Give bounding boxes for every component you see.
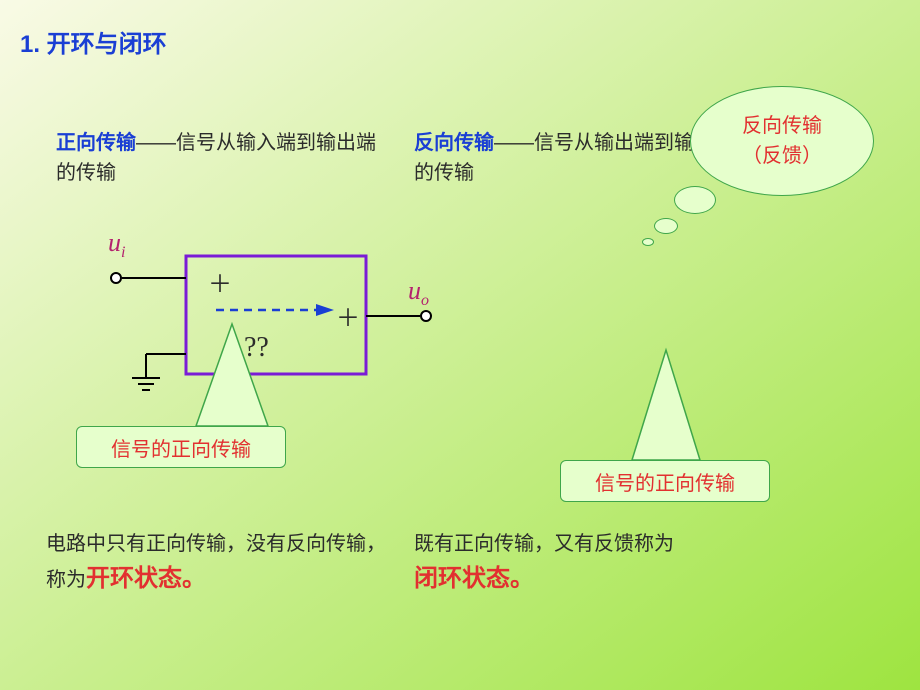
bubble-line2: （反馈）	[742, 141, 822, 171]
bubble-line1: 反向传输	[742, 111, 822, 141]
title-text: 1. 开环与闭环	[20, 31, 167, 58]
callout-tail	[628, 346, 704, 464]
forward-arrow-head	[316, 304, 334, 316]
callout-box: 信号的正向传输	[560, 460, 770, 502]
output-terminal	[421, 311, 431, 321]
callout-text: 信号的正向传输	[595, 467, 735, 496]
feedback-bubble: 反向传输 （反馈）	[690, 86, 874, 196]
closed-loop-keyword: 闭环状态。	[414, 565, 534, 592]
plus-left: ＋	[208, 271, 232, 298]
section-title: 1. 开环与闭环	[20, 24, 167, 59]
bubble-tail-dot	[654, 218, 678, 234]
closed-loop-statement: 既有正向传输，又有反馈称为闭环状态。	[414, 528, 754, 598]
open-loop-statement: 电路中只有正向传输，没有反向传输，称为开环状态。	[46, 528, 386, 598]
plus-right: ＋	[336, 305, 360, 332]
reverse-definition: 反向传输——信号从输出端到输入端的传输	[414, 128, 734, 188]
closed-loop-prefix: 既有正向传输，又有反馈称为	[414, 533, 674, 555]
bubble-tail-dot	[642, 238, 654, 246]
input-terminal	[111, 273, 121, 283]
forward-definition: 正向传输——信号从输入端到输出端的传输	[56, 128, 376, 188]
callout-text: 信号的正向传输	[111, 433, 251, 462]
reverse-term: 反向传输	[414, 132, 494, 154]
forward-term: 正向传输	[56, 132, 136, 154]
open-loop-keyword: 开环状态。	[86, 565, 206, 592]
dash: ——	[136, 132, 176, 154]
bubble-text: 反向传输 （反馈）	[690, 86, 874, 196]
dash: ——	[494, 132, 534, 154]
callout-box: 信号的正向传输	[76, 426, 286, 468]
callout-tail	[192, 320, 272, 430]
